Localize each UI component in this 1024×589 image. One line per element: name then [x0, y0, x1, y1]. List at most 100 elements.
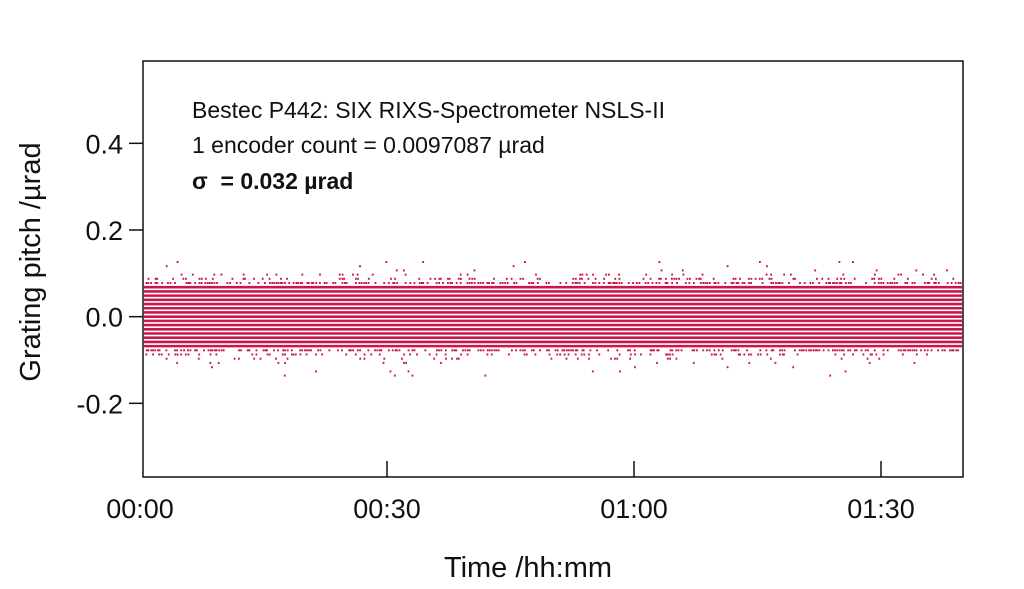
data-point — [462, 349, 464, 352]
data-point — [629, 357, 631, 360]
data-point — [913, 349, 916, 352]
data-point — [664, 282, 667, 284]
data-point — [187, 353, 190, 356]
data-point — [213, 282, 216, 284]
data-point — [189, 349, 192, 352]
data-point — [827, 277, 830, 280]
data-point — [444, 349, 447, 352]
data-point — [157, 349, 159, 352]
y-tick-label: 0.0 — [85, 303, 123, 333]
data-point — [779, 282, 781, 284]
data-point — [832, 349, 834, 352]
data-point — [913, 361, 916, 364]
data-point — [359, 357, 362, 360]
data-point — [770, 277, 773, 280]
data-point — [814, 349, 817, 352]
data-point — [737, 282, 740, 284]
data-point — [748, 282, 750, 284]
data-point — [805, 349, 808, 352]
data-point — [614, 277, 617, 280]
data-point — [396, 282, 399, 284]
data-point — [614, 357, 616, 360]
data-point — [363, 353, 366, 356]
data-point — [759, 353, 762, 356]
data-point — [147, 282, 150, 284]
data-point — [180, 273, 183, 276]
data-point — [341, 282, 344, 284]
data-point — [200, 277, 203, 280]
data-point — [238, 349, 240, 352]
data-point — [328, 349, 331, 352]
data-point — [712, 277, 715, 280]
data-point — [893, 282, 896, 284]
data-point — [275, 282, 278, 284]
data-point — [642, 277, 645, 280]
data-point — [442, 282, 444, 284]
data-point — [893, 277, 896, 280]
data-point — [875, 269, 878, 272]
data-point — [871, 353, 873, 356]
data-point — [834, 349, 836, 352]
data-point — [849, 349, 852, 352]
data-point — [253, 277, 255, 280]
data-point — [710, 353, 713, 356]
data-point — [165, 265, 168, 268]
data-point — [184, 353, 187, 356]
data-point — [850, 282, 852, 284]
data-point — [667, 353, 669, 356]
data-point — [405, 361, 407, 364]
data-point — [829, 374, 832, 377]
data-point — [189, 282, 192, 284]
data-point — [524, 261, 526, 263]
data-point — [506, 282, 509, 284]
data-point — [145, 349, 148, 352]
data-point — [656, 361, 658, 364]
data-point — [930, 277, 933, 280]
data-point — [235, 282, 238, 284]
data-point — [468, 349, 471, 352]
data-point — [693, 349, 696, 352]
data-point — [655, 282, 658, 284]
data-point — [829, 282, 832, 284]
data-point — [439, 277, 442, 280]
data-point — [570, 349, 572, 352]
data-point — [713, 353, 716, 356]
data-point — [803, 282, 806, 284]
data-point — [677, 349, 680, 352]
data-point — [627, 349, 629, 352]
data-point — [816, 277, 818, 280]
data-point — [928, 282, 931, 284]
data-point — [257, 282, 260, 284]
data-point — [818, 349, 821, 352]
data-point — [522, 349, 524, 352]
data-point — [444, 353, 447, 356]
data-point — [686, 277, 689, 280]
data-point — [464, 349, 467, 352]
data-point — [702, 349, 705, 352]
data-point — [594, 282, 597, 284]
data-point — [185, 277, 187, 280]
data-point — [904, 282, 907, 284]
data-point — [473, 269, 476, 272]
scatter-points — [144, 261, 962, 377]
x-axis: 00:00 00:30 01:00 01:30 — [106, 461, 915, 524]
data-point — [732, 282, 735, 284]
data-point — [748, 353, 750, 356]
data-point — [880, 277, 883, 280]
data-point — [678, 277, 680, 280]
data-point — [354, 353, 357, 356]
data-point — [176, 353, 179, 356]
data-point — [743, 282, 746, 284]
data-point — [788, 282, 790, 284]
data-point — [356, 349, 359, 352]
data-point — [251, 353, 254, 356]
data-point — [447, 282, 449, 284]
data-point — [614, 282, 616, 284]
data-point — [926, 282, 929, 284]
data-point — [246, 349, 249, 352]
data-point — [565, 282, 568, 284]
data-point — [214, 349, 216, 352]
data-point — [240, 349, 242, 352]
data-point — [233, 357, 236, 360]
data-point — [946, 269, 948, 272]
